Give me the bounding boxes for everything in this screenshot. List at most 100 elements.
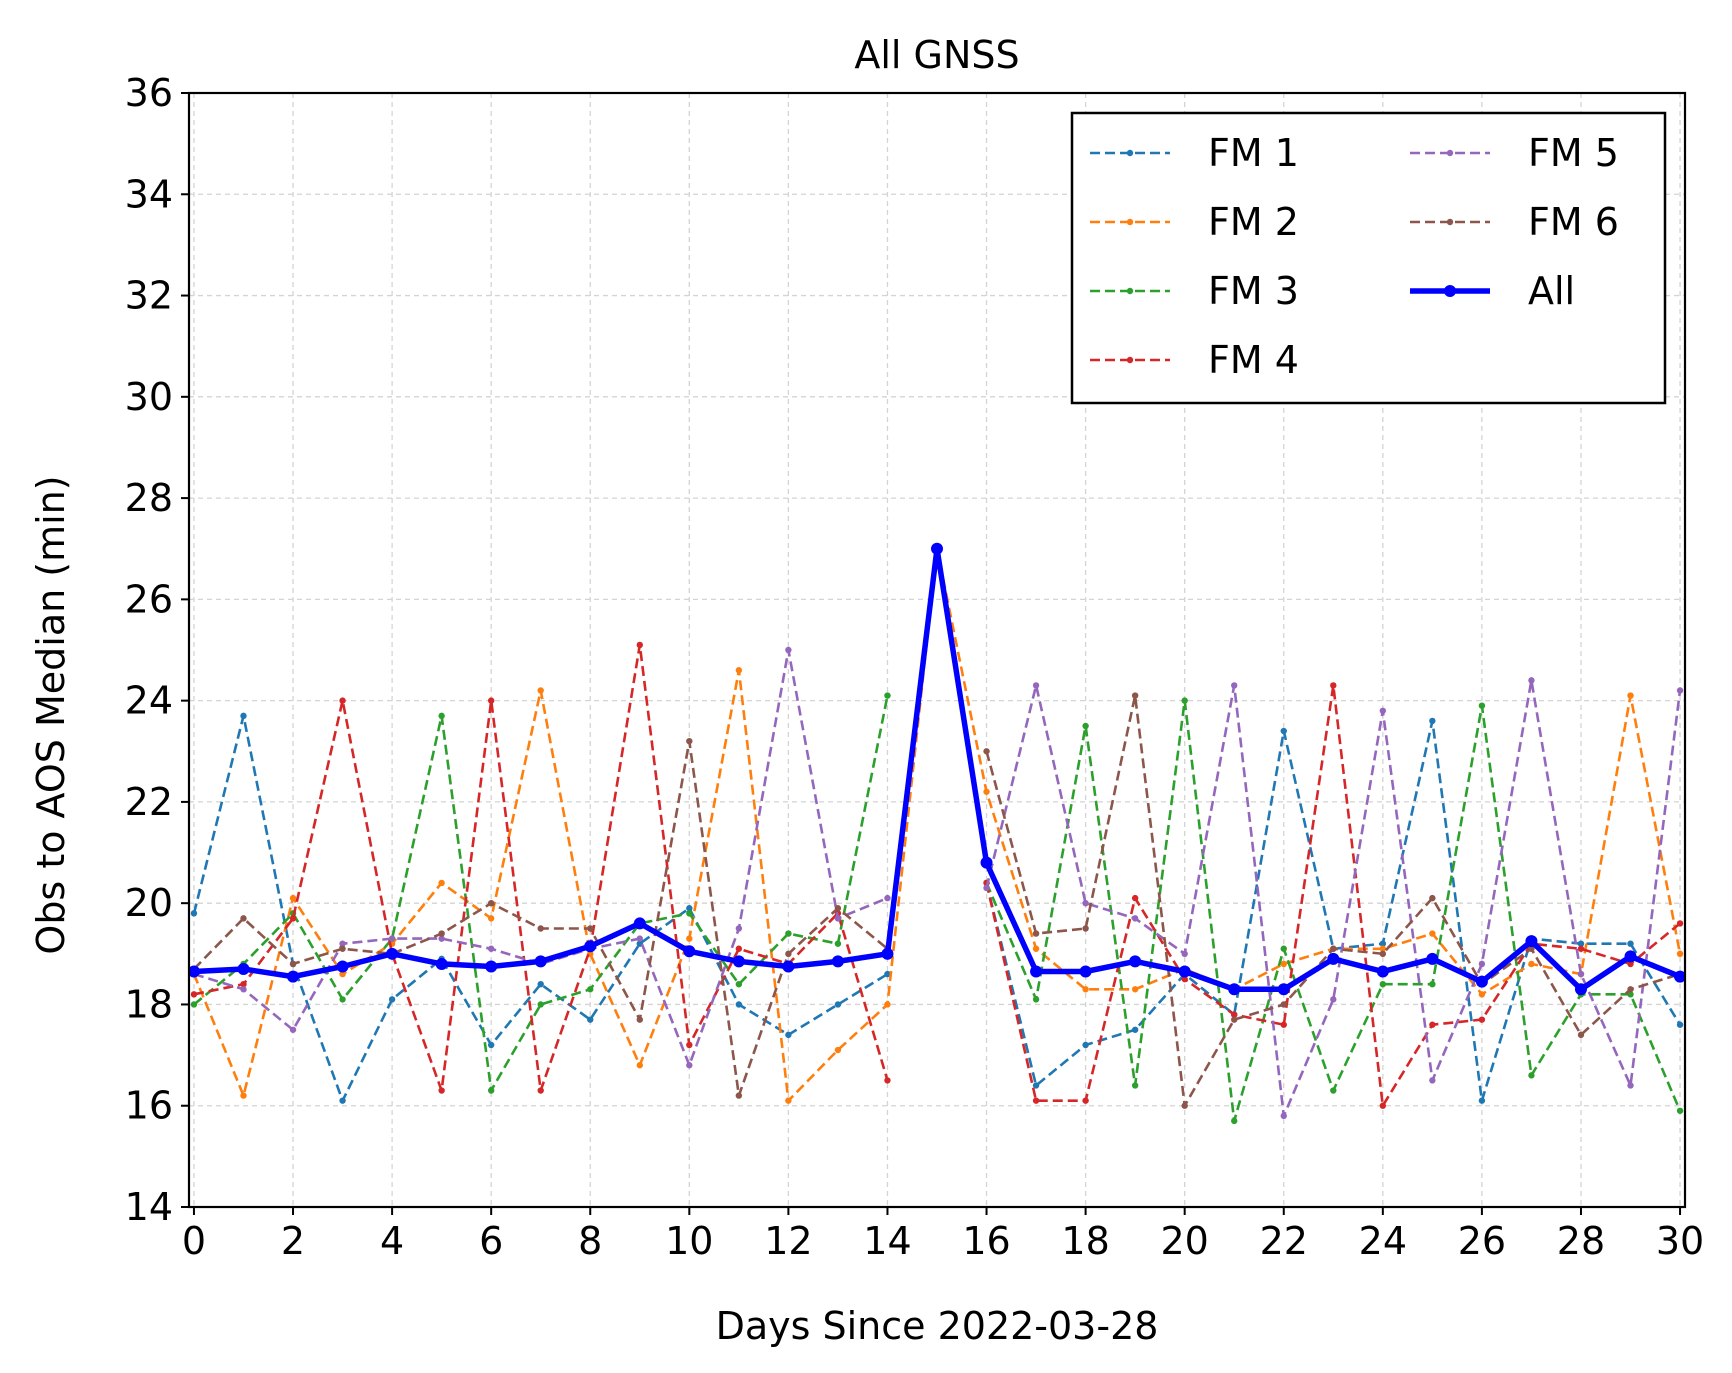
data-point-fm-6 [1379,950,1387,958]
data-point-fm-2 [785,1097,792,1104]
data-point-fm-6 [289,960,297,968]
x-tick-label: 2 [281,1219,305,1263]
legend-marker [1446,218,1454,226]
y-tick-label: 28 [125,476,173,520]
legend-label: FM 1 [1208,131,1299,175]
data-point-fm-3 [735,981,743,988]
data-point-fm-6 [834,905,842,912]
data-point-fm-5 [1330,996,1337,1003]
legend-item-fm-1: FM 1 [1090,131,1299,175]
x-tick-label: 26 [1458,1219,1506,1263]
data-point-fm-4 [1181,975,1188,983]
legend-label: FM 3 [1208,269,1299,313]
data-point-fm-4 [1330,682,1337,689]
data-point-fm-5 [1181,950,1188,958]
data-point-fm-1 [1429,717,1436,725]
data-point-fm-4 [438,1087,445,1094]
data-point-all [1674,970,1687,983]
data-point-fm-4 [686,1041,693,1049]
data-point-all [485,960,498,973]
data-point-fm-5 [1627,1082,1634,1089]
data-point-fm-4 [1032,1097,1040,1104]
data-point-fm-3 [1379,981,1387,988]
data-point-fm-6 [1330,945,1337,952]
y-tick-label: 20 [125,881,173,925]
x-tick-label: 20 [1161,1219,1209,1263]
data-point-fm-5 [785,646,792,654]
data-point-fm-5 [1082,899,1089,907]
data-point-fm-6 [735,1092,743,1099]
data-point-fm-5 [983,884,990,892]
data-point-fm-3 [1676,1107,1684,1114]
legend-box [1070,111,1667,405]
data-point-fm-1 [388,996,396,1003]
data-point-fm-6 [1231,1016,1238,1023]
data-point-fm-4 [339,697,346,704]
x-tick-label: 12 [764,1219,812,1263]
data-point-fm-5 [1032,682,1040,689]
data-point-fm-5 [1478,960,1486,968]
data-point-fm-4 [1280,1021,1287,1028]
data-point-fm-3 [1528,1072,1535,1079]
data-point-fm-3 [1429,981,1436,988]
data-point-fm-6 [1082,925,1089,932]
series-lines [187,542,1687,1125]
data-point-fm-3 [686,910,693,917]
y-axis-title: Obs to AOS Median (min) [29,475,73,954]
data-point-all [1030,965,1043,978]
legend-item-fm-4: FM 4 [1090,338,1299,382]
legend-marker [1126,287,1134,295]
data-point-fm-5 [884,894,891,902]
data-point-fm-2 [1478,991,1486,998]
data-point-all [1228,983,1241,996]
data-point-fm-3 [1280,945,1287,952]
data-point-fm-6 [785,950,792,958]
x-tick-label: 30 [1656,1219,1704,1263]
data-point-fm-5 [1131,915,1139,922]
data-point-fm-5 [289,1026,297,1033]
data-point-fm-6 [636,1016,643,1023]
data-point-fm-2 [983,788,990,795]
data-point-fm-1 [1032,1082,1040,1089]
x-tick-label: 0 [182,1219,206,1263]
y-tick-label: 16 [125,1084,173,1128]
legend-label: All [1528,269,1575,313]
legend: FM 1 FM 2 FM 3 FM 4 FM 5 FM 6 All [1070,111,1667,405]
data-point-all [782,960,795,973]
data-point-all [732,955,745,968]
data-point-fm-2 [1429,930,1436,937]
data-point-fm-4 [1379,1102,1387,1109]
data-point-fm-3 [884,692,891,699]
data-point-fm-3 [834,940,842,947]
chart-title: All GNSS [854,33,1019,77]
data-point-fm-1 [537,981,544,988]
data-point-fm-4 [1082,1097,1089,1104]
data-point-fm-5 [1379,707,1387,714]
data-point-fm-5 [438,935,445,942]
data-point-fm-1 [587,1016,594,1023]
data-point-fm-6 [438,930,445,937]
data-point-fm-1 [1577,940,1585,947]
data-point-fm-2 [834,1046,842,1054]
data-point-fm-5 [487,945,495,952]
axes: 0 2 4 6 8 10 12 14 16 18 20 22 24 26 28 301416182022242… [125,71,1705,1263]
data-point-fm-2 [1379,945,1387,952]
data-point-fm-6 [1032,930,1040,937]
data-point-all [1475,975,1488,988]
legend-item-fm-6: FM 6 [1410,200,1619,244]
data-point-all [584,940,597,953]
data-point-fm-5 [735,925,743,932]
data-point-fm-3 [1131,1082,1139,1089]
data-point-fm-1 [487,1041,495,1049]
data-point-fm-6 [1181,1102,1188,1109]
series-all [187,542,1687,996]
data-point-fm-5 [339,940,346,947]
data-point-fm-4 [1429,1021,1436,1028]
legend-item-fm-5: FM 5 [1410,131,1619,175]
legend-marker [1126,356,1134,364]
data-point-all [1277,983,1290,996]
plot-frame [187,91,1687,1209]
x-tick-label: 10 [665,1219,713,1263]
legend-item-all: All [1410,269,1575,313]
data-point-all [1426,952,1439,965]
